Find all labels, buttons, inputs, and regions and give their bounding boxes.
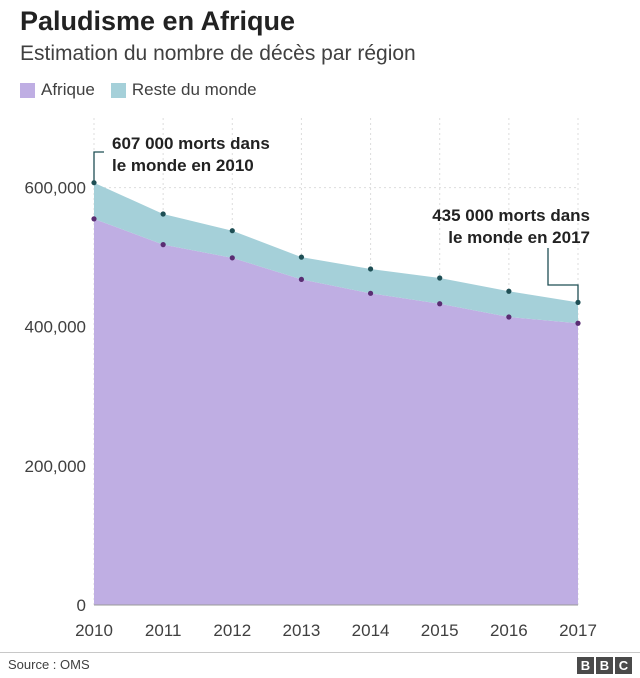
area-reste-du-monde: [94, 182, 578, 324]
chart-title: Paludisme en Afrique: [20, 6, 296, 36]
point-afrique-2016: [506, 314, 512, 320]
legend-swatch-afrique: [20, 82, 35, 98]
x-tick-label: 2016: [490, 621, 528, 640]
area-afrique: [94, 218, 578, 605]
area-series: [94, 182, 578, 605]
point-afrique-2010: [91, 216, 97, 222]
annotation-end-line2: le monde en 2017: [448, 228, 590, 247]
legend-item-reste-du-monde: Reste du monde: [110, 80, 257, 100]
x-tick-label: 2015: [421, 621, 459, 640]
annotation-start-leader: [93, 151, 104, 185]
legend-swatch-reste-du-monde: [110, 82, 126, 98]
annotation-end-leader: [547, 248, 579, 303]
legend-item-afrique: Afrique: [20, 80, 95, 100]
legend-label-afrique: Afrique: [41, 80, 95, 99]
point-total-2015: [437, 275, 443, 281]
bbc-logo: B B C: [575, 657, 632, 674]
x-tick-label: 2014: [352, 621, 390, 640]
y-tick-label: 400,000: [25, 318, 86, 337]
y-tick-label: 200,000: [25, 457, 86, 476]
bbc-logo-letter: B: [577, 657, 594, 674]
y-tick-label: 0: [77, 596, 86, 615]
legend: Afrique Reste du monde: [20, 80, 273, 100]
x-tick-label: 2010: [75, 621, 113, 640]
point-total-2016: [506, 288, 512, 294]
chart-subtitle: Estimation du nombre de décès par région: [20, 42, 416, 65]
x-tick-label: 2013: [283, 621, 321, 640]
point-afrique-2015: [437, 301, 443, 307]
point-afrique-2013: [298, 276, 305, 283]
footer-divider: [0, 652, 640, 653]
point-afrique-2012: [229, 255, 235, 261]
point-afrique-2017: [575, 320, 581, 326]
annotations: 607 000 morts dans le monde en 2010 435 …: [93, 134, 590, 303]
point-total-2013: [298, 254, 305, 260]
legend-label-reste-du-monde: Reste du monde: [131, 80, 257, 99]
annotation-start-line1: 607 000 morts dans: [112, 134, 270, 153]
x-tick-label: 2011: [145, 621, 182, 640]
point-afrique-2014: [367, 290, 374, 296]
bbc-logo-letter: B: [596, 657, 613, 674]
point-afrique-2011: [160, 242, 166, 248]
x-tick-label: 2012: [213, 621, 251, 640]
source-note: Source : OMS: [8, 657, 90, 672]
annotation-end-line1: 435 000 morts dans: [432, 206, 590, 225]
point-total-2014: [367, 266, 374, 272]
annotation-start-line2: le monde en 2010: [112, 156, 254, 175]
axes: 2010 2011 2012 2013 2014 2015 2016 2017 0 200,000…: [25, 179, 597, 640]
point-total-2012: [229, 228, 235, 234]
point-total-2011: [160, 211, 166, 217]
bbc-logo-letter: C: [615, 657, 632, 674]
chart-area: 2010 2011 2012 2013 2014 2015 2016 2017 0 200,000…: [25, 118, 597, 640]
x-tick-label: 2017: [559, 621, 597, 640]
y-tick-label: 600,000: [25, 179, 86, 198]
